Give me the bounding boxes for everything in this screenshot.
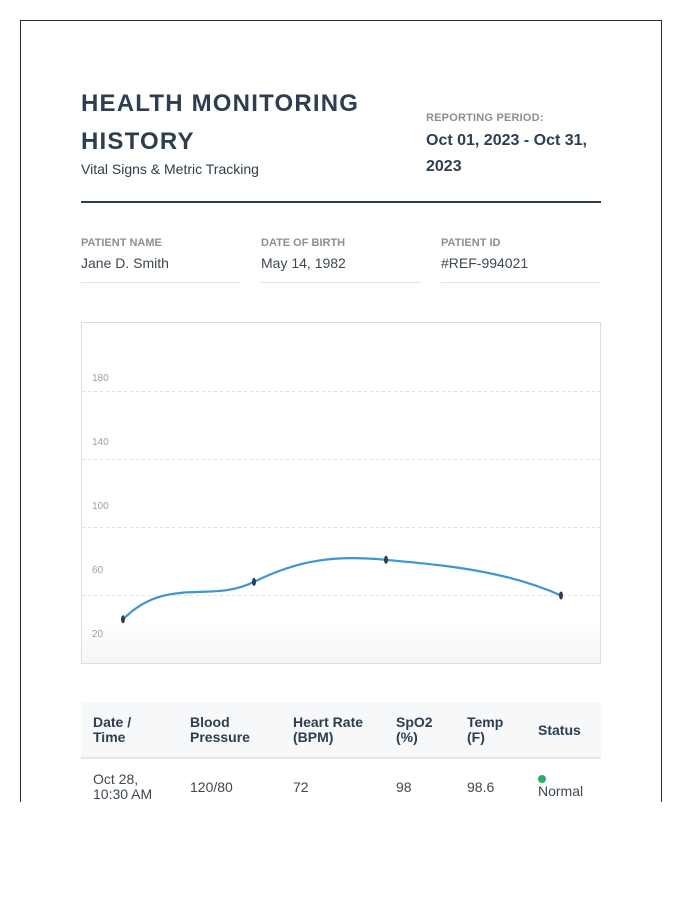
cell-temp: 98.6: [467, 778, 495, 795]
reporting-period-label: REPORTING PERIOD:: [426, 112, 544, 124]
patient-name-field: PATIENT NAME Jane D. Smith: [81, 237, 241, 283]
page-title: HEALTH MONITORING HISTORY: [81, 90, 360, 155]
patient-info: PATIENT NAME Jane D. Smith DATE OF BIRTH…: [81, 237, 601, 283]
patient-id-label: PATIENT ID: [441, 237, 501, 249]
status-badge: Normal: [538, 783, 584, 799]
y-tick-label: 180: [92, 373, 109, 384]
data-line: [121, 556, 563, 621]
data-point-marker: [121, 615, 125, 624]
data-markers: [121, 555, 563, 624]
column-header-temp: Temp (F): [455, 703, 526, 759]
date-of-birth-label: DATE OF BIRTH: [261, 237, 346, 249]
cell-datetime: Oct 28, 10:30 AM: [93, 771, 153, 802]
y-tick-label: 60: [92, 565, 104, 576]
y-tick-label: 100: [92, 501, 109, 512]
line-chart-plot: [82, 391, 600, 624]
reporting-period-value: Oct 01, 2023 - Oct 31, 2023: [426, 132, 587, 175]
vitals-chart: 180 140 100 60 20: [81, 322, 601, 664]
data-point-marker: [252, 577, 256, 586]
date-of-birth-field: DATE OF BIRTH May 14, 1982: [261, 237, 421, 283]
data-point-marker: [559, 591, 563, 600]
column-header-spo2: SpO2 (%): [384, 703, 455, 759]
cell-spo2: 98: [396, 778, 412, 795]
status-dot-icon: [538, 775, 546, 783]
cell-blood-pressure: 120/80: [190, 778, 233, 795]
date-of-birth-value: May 14, 1982: [261, 255, 346, 271]
page-subtitle: Vital Signs & Metric Tracking: [81, 161, 259, 177]
reporting-period: REPORTING PERIOD: Oct 01, 2023 - Oct 31,…: [426, 112, 606, 180]
column-header-status: Status: [526, 703, 601, 759]
y-tick-label: 140: [92, 437, 109, 448]
cell-heart-rate: 72: [293, 778, 309, 795]
patient-id-field: PATIENT ID #REF-994021: [441, 237, 601, 283]
column-header-heart-rate: Heart Rate (BPM): [281, 703, 384, 759]
patient-name-value: Jane D. Smith: [81, 255, 169, 271]
report-page: HEALTH MONITORING HISTORY Vital Signs & …: [20, 20, 662, 802]
table-row: Oct 28, 10:30 AM 120/80 72 98 98.6 Norma…: [81, 758, 601, 802]
vitals-table: Date / Time Blood Pressure Heart Rate (B…: [81, 703, 601, 802]
data-point-marker: [384, 555, 388, 564]
patient-id-value: #REF-994021: [441, 255, 529, 271]
cell-status: Normal: [526, 758, 601, 802]
column-header-datetime: Date / Time: [81, 703, 178, 759]
patient-name-label: PATIENT NAME: [81, 237, 162, 249]
gridlines: [82, 391, 600, 596]
table-header-row: Date / Time Blood Pressure Heart Rate (B…: [81, 703, 601, 759]
y-tick-label: 20: [92, 629, 104, 640]
column-header-blood-pressure: Blood Pressure: [178, 703, 281, 759]
report-header: HEALTH MONITORING HISTORY Vital Signs & …: [81, 83, 601, 203]
